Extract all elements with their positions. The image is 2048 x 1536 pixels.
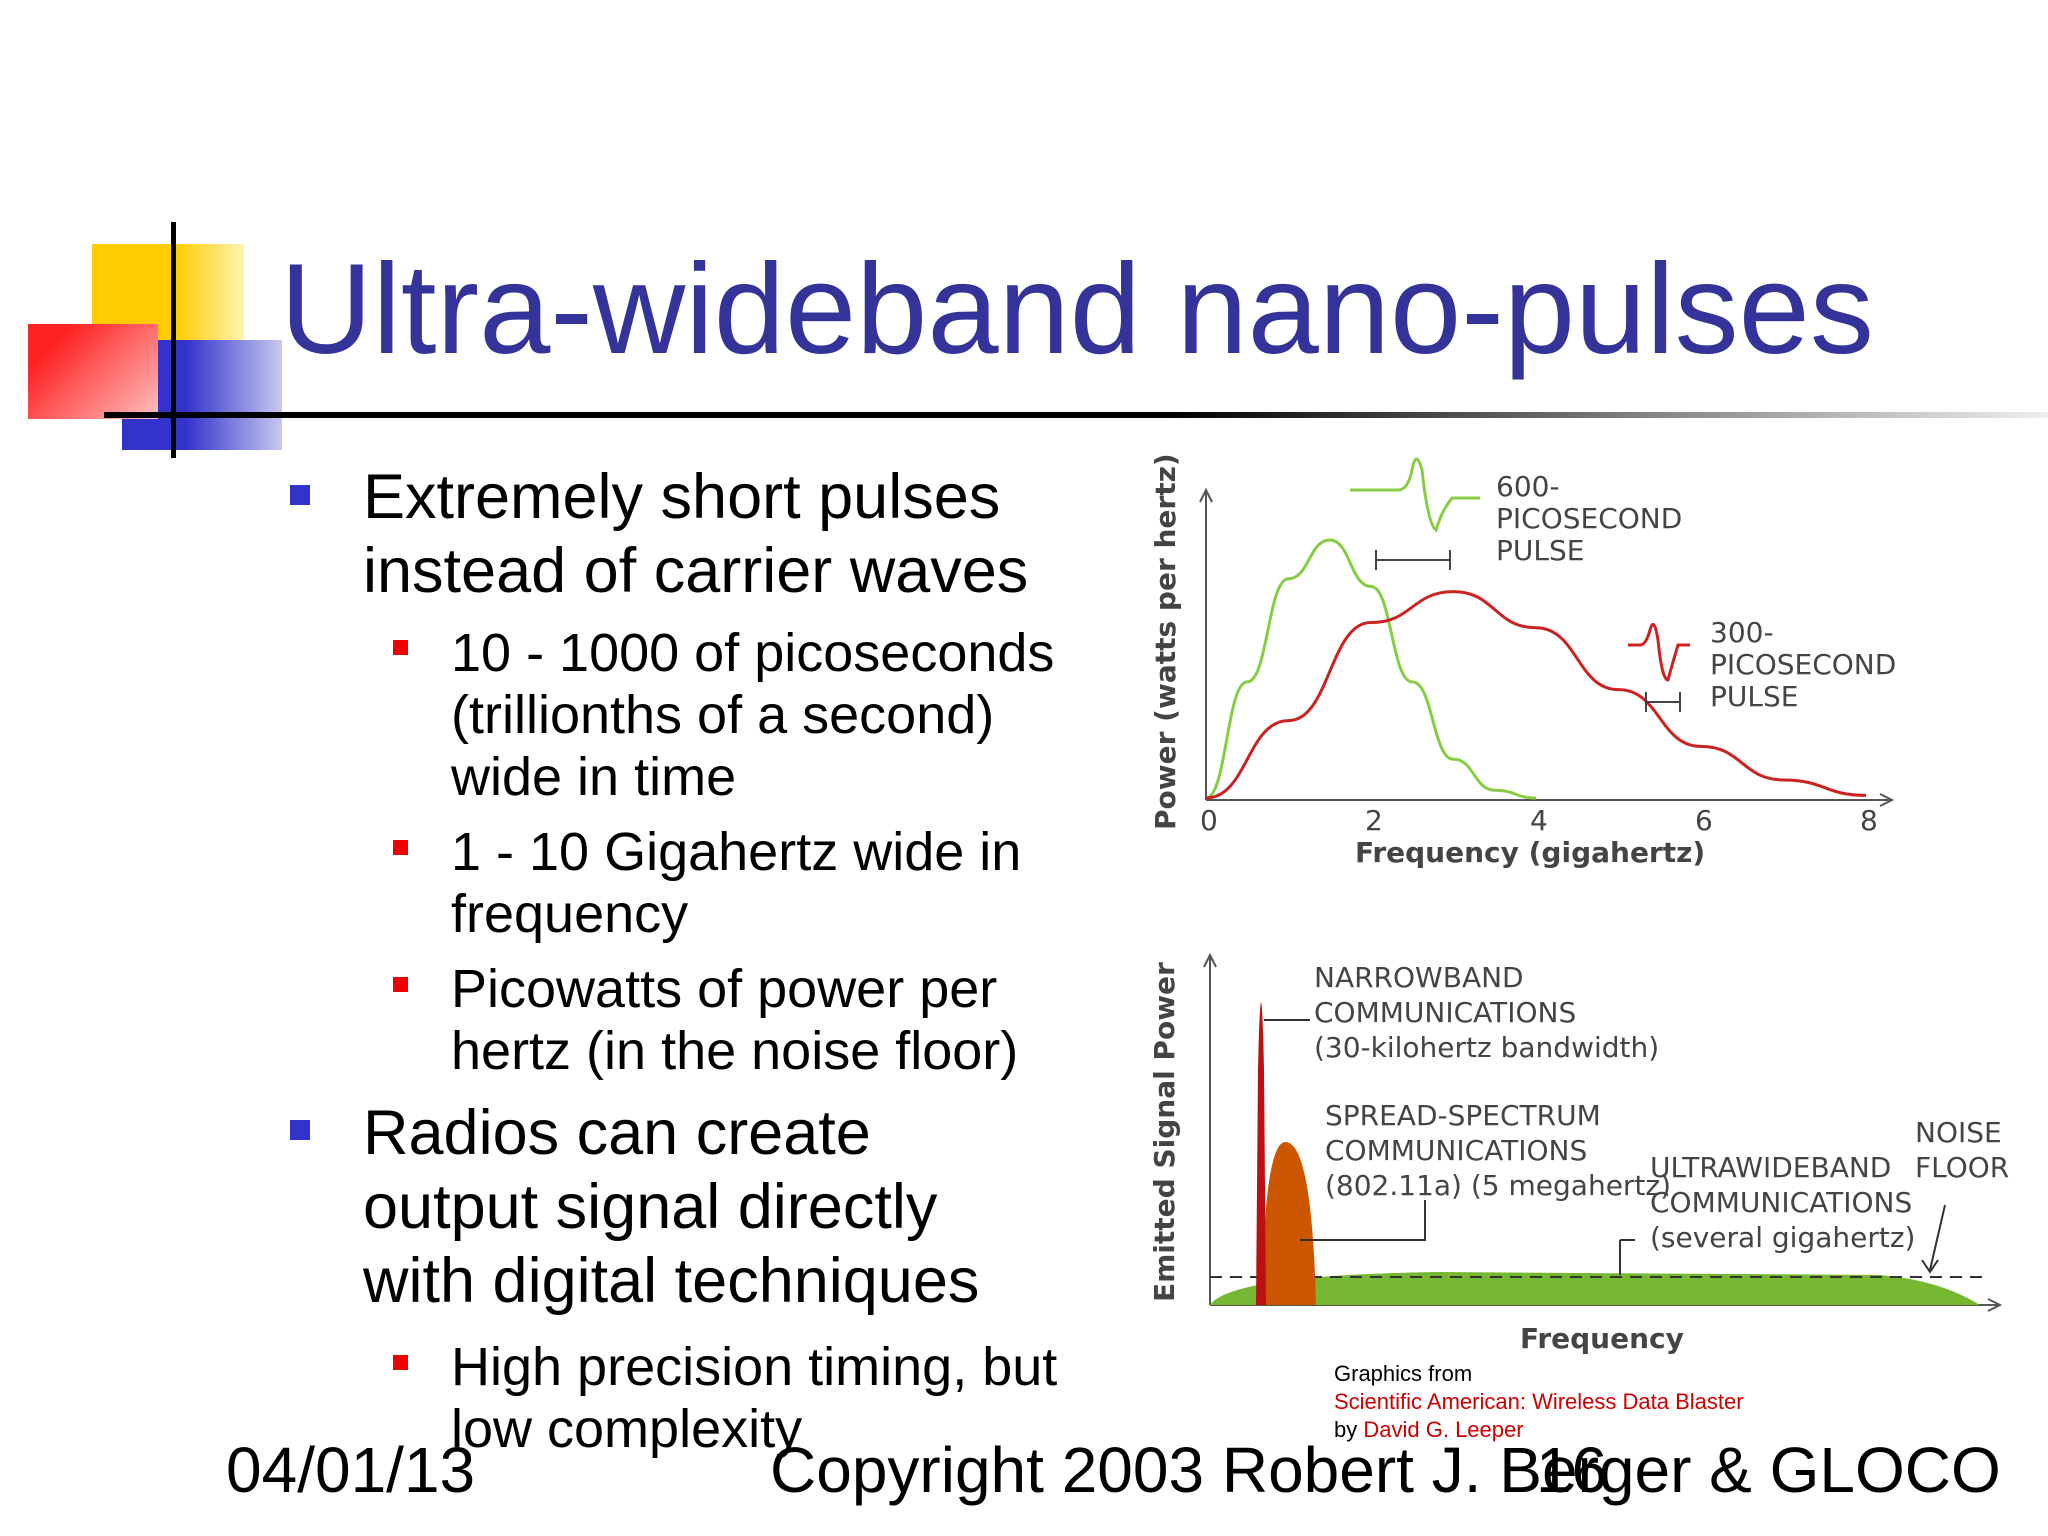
sub-bullet-1-3: Picowatts of power per hertz (in the noi… [451, 959, 1019, 1081]
narrowband-label-line3: (30-kilohertz bandwidth) [1314, 1031, 1659, 1064]
sub-bullet-marker [393, 1355, 408, 1370]
300ps-label-line3: PULSE [1710, 680, 1798, 713]
chart1-axes [1199, 487, 1895, 807]
spread-leader [1300, 1200, 1426, 1241]
narrowband-spike [1256, 1002, 1266, 1305]
300ps-label-line2: PICOSECOND [1710, 648, 1896, 681]
bullet-marker [290, 1120, 310, 1140]
300ps-label-line1: 300- [1710, 616, 1774, 649]
red-square [28, 324, 158, 419]
narrowband-label: NARROWBAND COMMUNICATIONS (30-kilohertz … [1314, 961, 1659, 1064]
chart2-xlabel: Frequency [1520, 1322, 1684, 1355]
300ps-pulse-glyph [1628, 622, 1690, 682]
noise-floor-label: NOISE FLOOR [1915, 1116, 2009, 1184]
300ps-width-marker [1645, 692, 1681, 712]
uwb-label-line3: (several gigahertz) [1650, 1221, 1915, 1254]
bullet-1-text: Extremely short pulses instead of carrie… [363, 462, 1029, 606]
uwb-label-line1: ULTRAWIDEBAND [1650, 1151, 1891, 1184]
spread-label-line2: COMMUNICATIONS [1325, 1134, 1587, 1167]
600ps-width-marker [1375, 550, 1451, 570]
chart1-xtick-2: 2 [1365, 804, 1383, 837]
noise-leader [1921, 1204, 1946, 1274]
spread-label-line1: SPREAD-SPECTRUM [1325, 1099, 1601, 1132]
narrowband-label-line2: COMMUNICATIONS [1314, 996, 1576, 1029]
title-rule [104, 412, 2048, 418]
600ps-pulse-glyph [1350, 457, 1480, 533]
narrowband-label-line1: NARROWBAND [1314, 961, 1524, 994]
chart1-xtick-0: 0 [1200, 804, 1218, 837]
credits-author-link[interactable]: David G. Leeper [1363, 1417, 1524, 1442]
chart1-xtick-4: 4 [1530, 804, 1548, 837]
600ps-label-line1: 600- [1496, 470, 1560, 503]
chart1-series [1205, 538, 1867, 800]
credits-source-link[interactable]: Scientific American: Wireless Data Blast… [1334, 1389, 1744, 1414]
credits-prefix: Graphics from [1334, 1361, 1473, 1386]
uwb-area [1210, 1272, 1980, 1305]
sub-bullet-1-1: 10 - 1000 of picoseconds (trillionths of… [451, 623, 1055, 807]
spread-spectrum-label: SPREAD-SPECTRUM COMMUNICATIONS (802.11a)… [1325, 1099, 1671, 1202]
noise-label-line1: NOISE [1915, 1116, 2002, 1149]
noise-label-line2: FLOOR [1915, 1151, 2009, 1184]
corner-decoration [0, 0, 300, 460]
600ps-label: 600- PICOSECOND PULSE [1496, 470, 1682, 567]
credits-by: by [1334, 1417, 1358, 1442]
uwb-label: ULTRAWIDEBAND COMMUNICATIONS (several gi… [1650, 1151, 1915, 1254]
sub-bullet-marker [393, 977, 408, 992]
chart1-series-1 [1205, 590, 1867, 800]
footer-date: 04/01/13 [226, 1434, 476, 1506]
power-spectrum-chart: 0 2 4 6 8 Power (watts per hertz) Frequency … [1149, 453, 1896, 869]
600ps-label-line2: PICOSECOND [1496, 502, 1682, 535]
vertical-line [171, 222, 176, 458]
chart2-ylabel: Emitted Signal Power [1148, 962, 1181, 1302]
footer-page-number: 16 [1536, 1434, 1608, 1506]
300ps-label: 300- PICOSECOND PULSE [1710, 616, 1896, 713]
bullet-marker [290, 485, 310, 505]
uwb-label-line2: COMMUNICATIONS [1650, 1186, 1912, 1219]
spread-spectrum-area [1262, 1141, 1316, 1305]
chart1-xlabel: Frequency (gigahertz) [1355, 836, 1705, 869]
600ps-label-line3: PULSE [1496, 534, 1584, 567]
sub-bullet-marker [393, 840, 408, 855]
sub-bullet-2-1: High precision timing, but low complexit… [451, 1337, 1058, 1459]
bullet-2-text: Radios can create output signal directly… [363, 1098, 980, 1316]
emitted-power-chart: Emitted Signal Power Frequency NARROWBAN… [1148, 952, 2009, 1355]
chart1-series-0 [1205, 538, 1537, 800]
graphics-credits: Graphics from Scientific American: Wirel… [1334, 1360, 1744, 1444]
chart1-ylabel: Power (watts per hertz) [1149, 453, 1182, 830]
chart1-xtick-8: 8 [1860, 804, 1878, 837]
sub-bullet-1-2: 1 - 10 Gigahertz wide in frequency [451, 822, 1022, 944]
uwb-leader [1619, 1239, 1635, 1275]
slide-title: Ultra-wideband nano-pulses [280, 238, 1874, 381]
chart1-xticks: 0 2 4 6 8 [1200, 804, 1878, 837]
footer-copyright: Copyright 2003 Robert J. Berger & GLOCO [770, 1434, 2001, 1506]
chart1-xtick-6: 6 [1695, 804, 1713, 837]
spread-label-line3: (802.11a) (5 megahertz) [1325, 1169, 1671, 1202]
sub-bullet-marker [393, 640, 408, 655]
